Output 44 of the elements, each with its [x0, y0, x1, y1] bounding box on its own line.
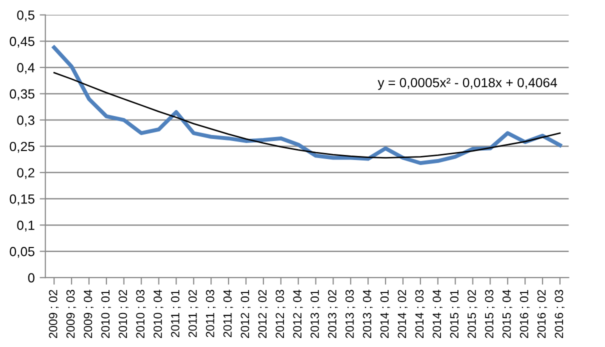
- y-tick-label: 0,3: [17, 116, 34, 126]
- x-tick-label: 2015 ; 03: [485, 290, 495, 338]
- x-tick-label: 2014 ; 04: [432, 290, 442, 338]
- y-tick-label: 0,15: [10, 194, 34, 206]
- x-tick-label: 2009 ; 03: [66, 290, 76, 338]
- x-tick-label: 2011 ; 04: [223, 290, 234, 338]
- x-tick-label: 2013 ; 02: [328, 290, 338, 338]
- y-tick-label: 0,05: [10, 246, 34, 258]
- x-tick-label: 2010 ; 01: [101, 290, 111, 338]
- y-tick-label: 0,5: [17, 10, 34, 22]
- x-tick-label: 2011 ; 03: [206, 290, 216, 338]
- x-tick-label: 2010 ; 02: [118, 290, 128, 338]
- x-tick-label: 2016 ; 02: [537, 290, 548, 338]
- x-tick-label: 2009 ; 02: [48, 290, 59, 338]
- x-tick-label: 2015 ; 01: [450, 290, 460, 338]
- x-tick-label: 2012 ; 01: [240, 290, 251, 338]
- x-tick-label: 2009 ; 04: [84, 290, 94, 338]
- y-tick-label: 0,4: [17, 63, 35, 74]
- x-tick-label: 2013 ; 01: [310, 290, 320, 338]
- x-tick-label: 2012 ; 03: [276, 290, 286, 338]
- x-tick-label: 2015 ; 02: [468, 290, 478, 338]
- y-tick-label: 0: [28, 273, 34, 283]
- annotation: y = 0,0005x² - 0,018x + 0,4064: [378, 78, 558, 90]
- y-tick-label: 0,25: [10, 142, 34, 153]
- x-tick-label: 2011 ; 02: [188, 290, 198, 338]
- x-tick-label: 2015 ; 04: [502, 290, 512, 338]
- y-tick-label: 0,45: [10, 36, 34, 48]
- x-tick-label: 2010 ; 04: [154, 290, 164, 338]
- line-series: [52, 46, 562, 166]
- x-tick-label: 2014 ; 01: [380, 290, 390, 338]
- y-tick-label: 0,2: [17, 168, 34, 179]
- x-tick-label: 2016 ; 03: [554, 290, 565, 338]
- x-tick-label: 2013 ; 04: [362, 290, 373, 338]
- x-tick-label: 2012 ; 02: [258, 290, 268, 338]
- x-tick-label: 2014 ; 02: [398, 290, 408, 338]
- y-tick-label: 0,1: [17, 220, 34, 232]
- x-tick-label: 2012 ; 04: [293, 290, 303, 338]
- x-tick-label: 2013 ; 03: [345, 290, 356, 338]
- x-tick-label: 2011 ; 01: [171, 290, 181, 338]
- x-tick-label: 2010 ; 03: [136, 290, 146, 338]
- y-tick-label: 0,35: [10, 89, 34, 100]
- x-tick-label: 2014 ; 03: [415, 290, 425, 338]
- line-series: [53, 72, 561, 159]
- x-tick-label: 2016 ; 01: [520, 290, 530, 338]
